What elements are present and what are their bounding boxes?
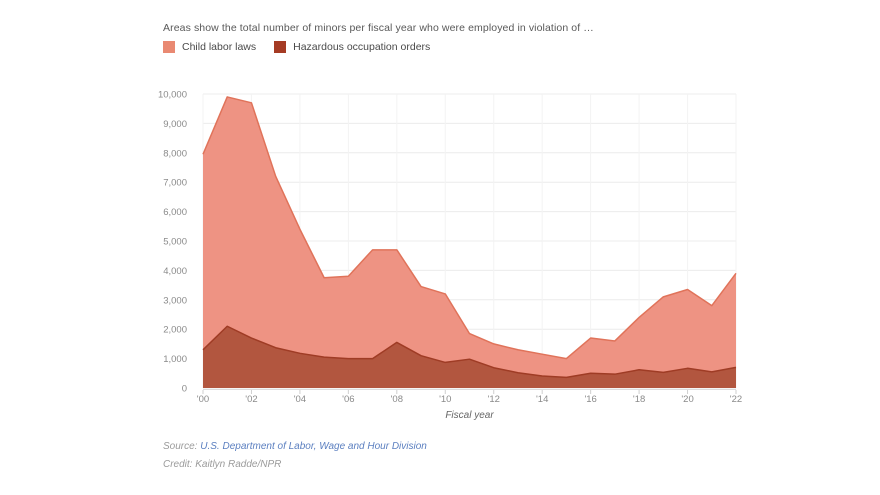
x-axis-label: '22 (730, 394, 742, 405)
minors-employed-in-violation-area-chart: 0 1,000 2,000 3,000 4,000 5,000 6,000 7,000 8,00… (158, 90, 742, 422)
x-axis-label: '20 (681, 394, 693, 405)
source-label: Source: (163, 441, 198, 452)
legend-item-hazardous-occupation-orders: Hazardous occupation orders (274, 41, 430, 53)
child-labor-laws-swatch-icon (163, 41, 175, 53)
y-axis-label: 3,000 (163, 295, 187, 306)
x-axis-label: '08 (391, 394, 403, 405)
x-axis-title: Fiscal year (445, 410, 494, 421)
legend-item-child-labor-laws: Child labor laws (163, 41, 256, 53)
y-axis-label: 8,000 (163, 148, 187, 159)
x-axis-label: '06 (342, 394, 354, 405)
x-axis-label: '14 (536, 394, 548, 405)
x-axis-label: '18 (633, 394, 645, 405)
child-labor-laws-edge (202, 96, 737, 360)
y-axis-label: 0 (182, 384, 187, 395)
x-axis-label: '00 (197, 394, 209, 405)
legend-label-hazardous-occupation-orders: Hazardous occupation orders (293, 41, 431, 53)
credit-line: Credit: Kaitlyn Radde/NPR (163, 459, 282, 470)
chart-legend: Child labor laws Hazardous occupation or… (163, 41, 430, 53)
y-axis-label: 5,000 (163, 237, 187, 248)
hazardous-occupation-orders-edge (202, 325, 737, 379)
hazardous-occupation-orders-swatch-icon (274, 41, 287, 53)
x-axis-label: '02 (245, 394, 257, 405)
child-labor-laws-area (203, 96, 736, 388)
source-line: Source: U.S. Department of Labor, Wage a… (163, 438, 427, 456)
y-axis-label: 4,000 (163, 266, 187, 277)
x-axis-label: '10 (439, 394, 451, 405)
x-axis-label: '04 (294, 394, 306, 405)
hazardous-occupation-orders-area (203, 326, 736, 388)
y-axis-label: 7,000 (163, 178, 187, 189)
y-axis-label: 6,000 (163, 207, 187, 218)
chart-footer: Source: U.S. Department of Labor, Wage a… (163, 438, 427, 474)
y-axis-label: 9,000 (163, 119, 187, 130)
x-axis-label: '16 (584, 394, 596, 405)
legend-label-child-labor-laws: Child labor laws (182, 41, 257, 53)
y-axis-label: 1,000 (163, 354, 187, 365)
source-link[interactable]: U.S. Department of Labor, Wage and Hour … (200, 441, 427, 452)
y-axis-label: 2,000 (163, 325, 187, 336)
x-axis-label: '12 (488, 394, 500, 405)
chart-title: Areas show the total number of minors pe… (163, 22, 594, 34)
y-axis-label: 10,000 (158, 90, 187, 101)
